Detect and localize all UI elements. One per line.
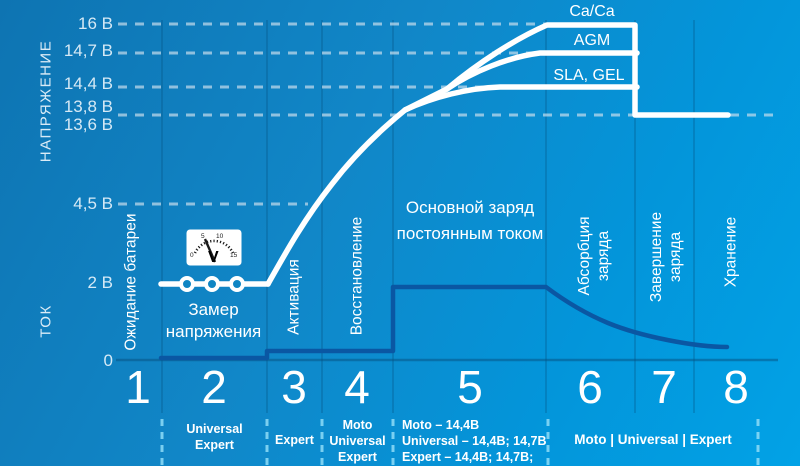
stage3-label: Активация <box>285 259 303 335</box>
voltmeter-scale-0: 0 <box>190 252 194 259</box>
voltmeter-scale-5: 5 <box>201 233 205 240</box>
voltmeter-scale-15: 15 <box>230 252 238 259</box>
footer-note-stage4: Moto Universal Expert <box>329 418 386 464</box>
curve-label-sla-gel: SLA, GEL <box>553 67 625 84</box>
stage-number-4: 4 <box>344 361 370 413</box>
current-axis-title: ТОК <box>37 304 55 338</box>
tick-13-8v: 13,8 В <box>63 97 113 116</box>
footer-note-stage2: Universal Expert <box>186 422 243 452</box>
stage2-label: Замер напряжения <box>165 300 262 341</box>
footer-note-stage5: Moto – 14,4В Universal – 14,4В; 14,7В Ex… <box>402 418 547 464</box>
tick-16v: 16 В <box>78 14 113 33</box>
footer-note-stages-6-8: Moto | Universal | Expert <box>574 432 732 447</box>
footer-separator-dashes <box>160 419 760 466</box>
tick-2v: 2 В <box>87 273 113 292</box>
voltage-main-rise <box>265 107 408 287</box>
stage-number-5: 5 <box>457 361 483 413</box>
stage5-label: Основной заряд постоянным током <box>396 198 544 243</box>
stage-number-8: 8 <box>723 361 749 413</box>
stage-number-1: 1 <box>125 361 151 413</box>
stage-number-3: 3 <box>281 361 307 413</box>
stage4-label: Восстановление <box>348 216 366 336</box>
tick-4-5v: 4,5 В <box>73 194 113 213</box>
tick-0: 0 <box>103 351 113 370</box>
current-curve <box>158 284 730 361</box>
voltmeter-unit: V <box>208 249 219 266</box>
voltmeter-icon: 0 5 10 15 V <box>186 229 242 266</box>
stage6-label: Абсорбция заряда <box>576 216 612 296</box>
voltage-branch-caca-and-storage <box>444 22 731 118</box>
footer-note-stage3: Expert <box>275 433 314 447</box>
stage-number-6: 6 <box>577 361 603 413</box>
tick-13-6v: 13,6 В <box>63 115 113 134</box>
stage7-label: Завершение заряда <box>648 211 684 303</box>
curve-label-agm: AGM <box>573 32 611 49</box>
curve-label-caca: Ca/Ca <box>569 3 615 20</box>
tick-14-7v: 14,7 В <box>63 41 113 60</box>
voltage-branch-upper <box>402 86 450 113</box>
stage1-label: Ожидание батареи <box>122 213 140 351</box>
stage-number-2: 2 <box>201 361 227 413</box>
voltmeter-scale-10: 10 <box>216 233 224 240</box>
tick-14-4v: 14,4 В <box>63 74 113 93</box>
stage8-label: Хранение <box>722 216 740 288</box>
stage-number-7: 7 <box>651 361 677 413</box>
measure-point-markers <box>179 276 245 292</box>
